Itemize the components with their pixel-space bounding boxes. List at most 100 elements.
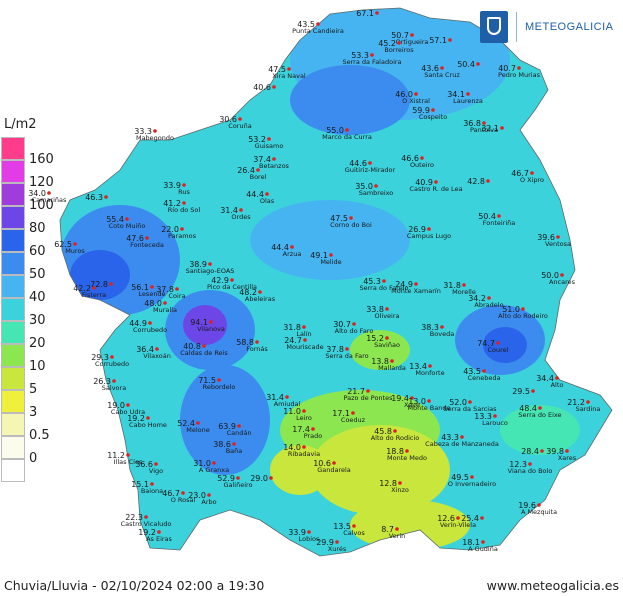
station-marker[interactable]: 67.1: [356, 9, 379, 18]
station-marker[interactable]: 46.7O Xipro: [511, 169, 544, 184]
station-marker[interactable]: 57.1: [429, 36, 452, 45]
station-marker[interactable]: 28.4: [521, 447, 544, 456]
station-marker[interactable]: 42.8: [467, 177, 490, 186]
station-marker[interactable]: 18.1A Gudiña: [462, 538, 498, 553]
station-marker[interactable]: 31.0A Granxa: [193, 459, 229, 474]
footer-website-link[interactable]: www.meteogalicia.es: [486, 578, 619, 593]
station-marker[interactable]: 19.6A Mezquita: [518, 501, 557, 516]
station-marker[interactable]: 40.6: [253, 83, 276, 92]
station-marker[interactable]: 32.1: [481, 124, 504, 133]
station-marker[interactable]: 72.8: [90, 280, 113, 289]
meteogalicia-logo[interactable]: METEOGALICIA: [480, 8, 615, 46]
station-marker[interactable]: 46.0O Xistral: [395, 90, 430, 105]
station-marker[interactable]: 46.3: [85, 193, 108, 202]
station-marker[interactable]: 46.7O Rosal: [162, 489, 195, 504]
station-marker[interactable]: 50.4: [457, 60, 480, 69]
station-marker[interactable]: 49.5O Invernadeiro: [448, 473, 496, 488]
station-marker[interactable]: 25.4: [461, 514, 484, 523]
station-marker[interactable]: 29.5: [512, 387, 535, 396]
station-marker[interactable]: 29.0: [250, 474, 273, 483]
station-marker[interactable]: 19.2As Eiras: [138, 528, 172, 543]
